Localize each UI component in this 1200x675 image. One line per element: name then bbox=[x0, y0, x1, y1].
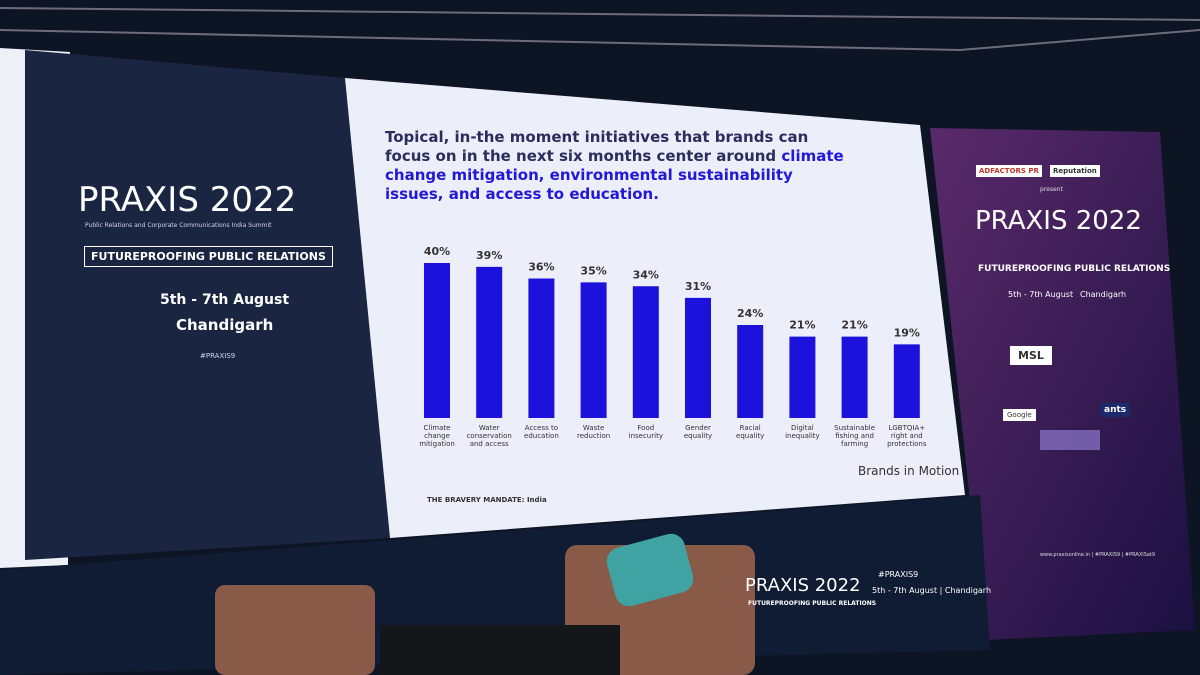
brand: Brands in Motion bbox=[858, 464, 960, 478]
hashtag: #PRAXIS9 bbox=[200, 352, 236, 360]
cushion bbox=[606, 533, 694, 607]
title-text: Topical, in-the moment initiatives that … bbox=[385, 128, 809, 165]
bar bbox=[476, 266, 503, 418]
theme: FUTUREPROOFING PUBLIC RELATIONS bbox=[978, 264, 1171, 274]
table bbox=[380, 625, 620, 675]
bar bbox=[632, 286, 659, 418]
presenter: ADFACTORS PR bbox=[976, 165, 1042, 177]
value-label: 35% bbox=[580, 264, 606, 277]
title-highlight: climate change mitigation, environmental… bbox=[385, 147, 844, 203]
category-label: Water conservation and access bbox=[466, 424, 512, 448]
city: Chandigarh bbox=[176, 316, 274, 334]
bar bbox=[841, 336, 868, 418]
city: Chandigarh bbox=[1080, 290, 1127, 299]
value-label: 40% bbox=[424, 245, 450, 258]
category-label: Climate change mitigation bbox=[419, 424, 455, 448]
category-label: Racial equality bbox=[736, 424, 765, 440]
bar bbox=[685, 297, 711, 418]
value-label: 19% bbox=[894, 326, 920, 339]
category-label: Access to education bbox=[524, 424, 559, 440]
source: THE BRAVERY MANDATE: India bbox=[427, 496, 547, 504]
value-label: 21% bbox=[789, 319, 815, 332]
light-glow bbox=[1040, 430, 1100, 450]
theme: FUTUREPROOFING PUBLIC RELATIONS bbox=[84, 246, 333, 267]
chair bbox=[215, 585, 375, 675]
footer: www.praxisonline.in | #PRAXIS9 | #PRAXIS… bbox=[1040, 552, 1156, 558]
value-label: 31% bbox=[685, 280, 711, 293]
stage-logo: PRAXIS 2022 bbox=[745, 575, 861, 596]
present: present bbox=[1040, 186, 1063, 193]
presenter: Reputation bbox=[1050, 165, 1100, 177]
category-label: LGBTQIA+ right and protections bbox=[887, 424, 927, 448]
slide-title: Topical, in-the moment initiatives that … bbox=[385, 128, 845, 204]
value-label: 36% bbox=[528, 261, 554, 274]
tagline: Public Relations and Corporate Communica… bbox=[85, 222, 272, 229]
value-label: 21% bbox=[841, 319, 867, 332]
value-label: 34% bbox=[633, 268, 659, 281]
value-label: 39% bbox=[476, 249, 502, 262]
bar bbox=[789, 336, 816, 418]
category-label: Gender equality bbox=[683, 424, 713, 440]
stage-theme: FUTUREPROOFING PUBLIC RELATIONS bbox=[748, 600, 877, 607]
sponsor-logo: MSL bbox=[1010, 346, 1052, 365]
dates: 5th - 7th August bbox=[1008, 290, 1074, 299]
dates: 5th - 7th August bbox=[160, 292, 290, 308]
category-label: Food insecurity bbox=[628, 424, 663, 440]
truss bbox=[0, 7, 1200, 51]
right-panel-bg bbox=[930, 128, 1195, 640]
stage-dates: 5th - 7th August | Chandigarh bbox=[872, 586, 992, 595]
category-label: Waste reduction bbox=[577, 424, 611, 440]
stage-hashtag: #PRAXIS9 bbox=[878, 570, 919, 579]
bar bbox=[528, 278, 555, 418]
sponsor-logo: ants bbox=[1100, 403, 1131, 417]
bar bbox=[580, 282, 607, 418]
value-label: 24% bbox=[737, 307, 763, 320]
bar bbox=[424, 263, 450, 418]
category-label: Sustainable fishing and farming bbox=[834, 424, 876, 448]
logo: PRAXIS 2022 bbox=[78, 180, 297, 220]
logo: PRAXIS 2022 bbox=[975, 206, 1142, 236]
sponsor-logo: Google bbox=[1003, 409, 1036, 421]
bar bbox=[737, 325, 764, 418]
category-label: Digital inequality bbox=[785, 424, 820, 440]
bar bbox=[893, 344, 920, 418]
left-panel-bg bbox=[25, 50, 390, 560]
